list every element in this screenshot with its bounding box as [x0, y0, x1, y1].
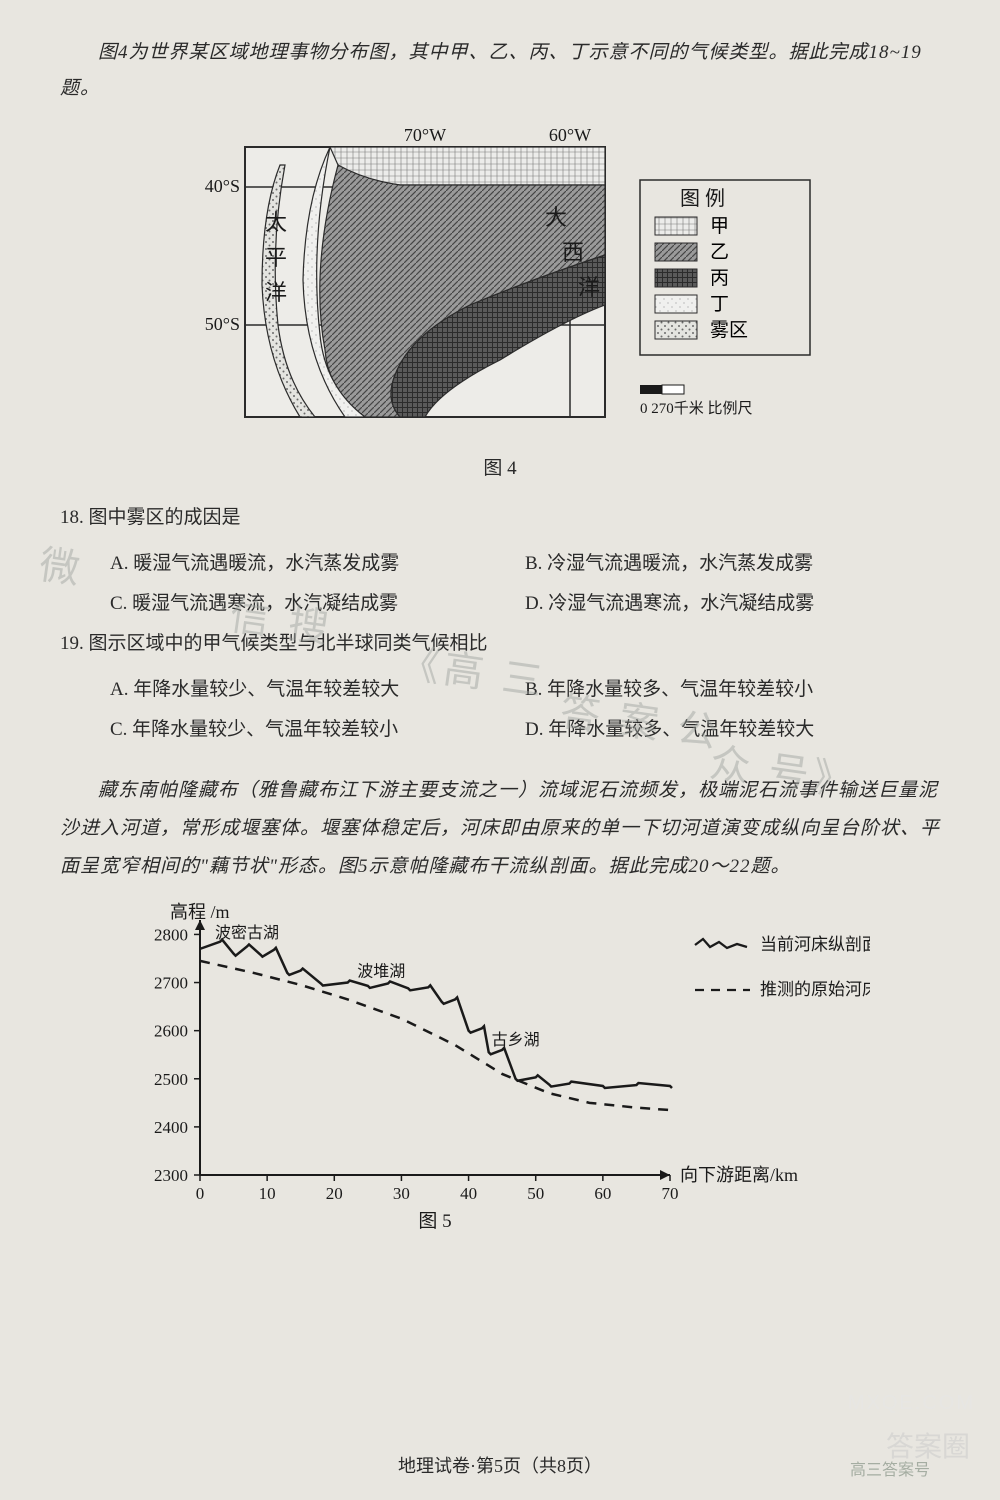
svg-text:2400: 2400	[154, 1117, 188, 1136]
atlantic-y: 洋	[578, 275, 600, 300]
svg-text:2500: 2500	[154, 1069, 188, 1088]
svg-text:向下游距离/km: 向下游距离/km	[680, 1165, 798, 1185]
q19-D: D. 年降水量较多、气温年较差较大	[525, 710, 940, 750]
svg-text:2600: 2600	[154, 1021, 188, 1040]
watermark-daq: 答案圈	[886, 1425, 970, 1465]
svg-text:当前河床纵剖面: 当前河床纵剖面	[760, 935, 870, 954]
pacific-t: 太	[265, 210, 287, 235]
q18-stem: 18. 图中雾区的成因是	[60, 498, 940, 538]
q18-A: A. 暖湿气流遇暖流，水汽蒸发成雾	[110, 544, 525, 584]
q18-B: B. 冷湿气流遇暖流，水汽蒸发成雾	[525, 544, 940, 584]
figure4-svg: 70°W 60°W 40°S 50°S 太 平 洋 大 西 洋 图 例 甲 乙 …	[170, 125, 830, 445]
svg-text:70: 70	[662, 1184, 679, 1203]
q19-options: A. 年降水量较少、气温年较差较大 B. 年降水量较多、气温年较差较小 C. 年…	[60, 670, 940, 750]
figure4-caption: 图 4	[60, 453, 940, 480]
q18-C: C. 暖湿气流遇寒流，水汽凝结成雾	[110, 584, 525, 624]
figure5-container: 高程 /m 2300 2400 2500 2600 2700 2800 0 10 20 30 40 50…	[110, 900, 870, 1230]
legend-title: 图 例	[680, 187, 725, 210]
page-footer: 地理试卷·第5页（共8页）	[60, 1452, 940, 1478]
svg-text:2800: 2800	[154, 925, 188, 944]
svg-text:30: 30	[393, 1184, 410, 1203]
watermark-mxqe: MXQE.COM	[848, 1392, 975, 1415]
lat-50s: 50°S	[205, 314, 240, 334]
lon-70w: 70°W	[404, 125, 446, 145]
q19-A: A. 年降水量较少、气温年较差较大	[110, 670, 525, 710]
svg-text:图 5: 图 5	[418, 1211, 451, 1230]
svg-text:20: 20	[326, 1184, 343, 1203]
q18-D: D. 冷湿气流遇寒流，水汽凝结成雾	[525, 584, 940, 624]
legend-bing: 丙	[710, 268, 729, 289]
q19-C: C. 年降水量较少、气温年较差较小	[110, 710, 525, 750]
svg-text:推测的原始河床纵剖面: 推测的原始河床纵剖面	[760, 980, 870, 999]
intro-figure4: 图4为世界某区域地理事物分布图，其中甲、乙、丙、丁示意不同的气候类型。据此完成1…	[60, 35, 940, 107]
svg-text:40: 40	[460, 1184, 477, 1203]
svg-text:高程 /m: 高程 /m	[170, 902, 230, 922]
scale-text: 0 270千米 比例尺	[640, 400, 753, 417]
svg-text:2300: 2300	[154, 1166, 188, 1185]
legend-jia: 甲	[710, 216, 729, 237]
atlantic-x: 西	[562, 240, 584, 265]
q19-stem: 19. 图示区域中的甲气候类型与北半球同类气候相比	[60, 624, 940, 664]
lat-40s: 40°S	[205, 176, 240, 196]
pacific-y: 洋	[265, 280, 287, 305]
legend-yi: 乙	[710, 242, 729, 263]
legend-ding: 丁	[710, 294, 729, 315]
svg-text:古乡湖: 古乡湖	[492, 1030, 540, 1048]
figure5-svg: 高程 /m 2300 2400 2500 2600 2700 2800 0 10 20 30 40 50…	[110, 900, 870, 1230]
svg-text:50: 50	[527, 1184, 544, 1203]
svg-text:波密古湖: 波密古湖	[215, 924, 279, 942]
svg-text:60: 60	[594, 1184, 611, 1203]
svg-text:2700: 2700	[154, 973, 188, 992]
q19-B: B. 年降水量较多、气温年较差较小	[525, 670, 940, 710]
svg-text:10: 10	[259, 1184, 276, 1203]
lon-60w: 60°W	[549, 125, 591, 145]
legend-fog: 雾区	[710, 320, 748, 341]
atlantic-d: 大	[545, 205, 567, 230]
svg-text:0: 0	[196, 1184, 205, 1203]
q18-options: A. 暖湿气流遇暖流，水汽蒸发成雾 B. 冷湿气流遇暖流，水汽蒸发成雾 C. 暖…	[60, 544, 940, 624]
figure4-container: 70°W 60°W 40°S 50°S 太 平 洋 大 西 洋 图 例 甲 乙 …	[60, 125, 940, 445]
pacific-p: 平	[265, 245, 287, 270]
svg-text:波堆湖: 波堆湖	[357, 962, 405, 980]
passage-figure5: 藏东南帕隆藏布（雅鲁藏布江下游主要支流之一）流域泥石流频发，极端泥石流事件输送巨…	[60, 772, 940, 886]
